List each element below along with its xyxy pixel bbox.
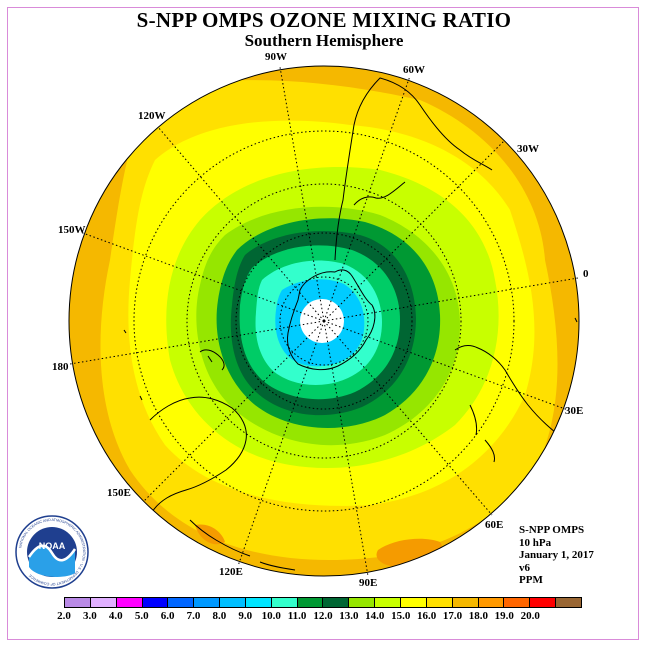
noaa-logo-text: NOAA (39, 541, 66, 551)
colorbar-tick-label: 13.0 (339, 610, 359, 622)
figure-frame (7, 7, 639, 640)
colorbar-swatch (116, 598, 143, 607)
colorbar-tick-label: 19.0 (494, 610, 514, 622)
lon-label-30e: 30E (565, 405, 583, 417)
colorbar-tick-label: 16.0 (416, 610, 437, 622)
lon-label-90e: 90E (359, 577, 377, 589)
colorbar-tick-label: 10.0 (261, 610, 281, 622)
info-pressure-level: 10 hPa (519, 536, 552, 549)
meridian-180 (69, 320, 325, 365)
colorbar-tick-label: 2.0 (57, 610, 71, 622)
colorbar-tick-label: 17.0 (442, 610, 463, 622)
lon-label-0: 0 (583, 268, 589, 280)
meridian-0 (323, 277, 579, 322)
figure-subtitle: Southern Hemisphere (244, 31, 404, 50)
colorbar-swatch (349, 598, 376, 607)
lon-label-60w: 60W (403, 64, 425, 76)
figure-title: S-NPP OMPS OZONE MIXING RATIO (136, 8, 512, 32)
noaa-logo: NOAA NATIONAL OCEANIC AND ATMOSPHERIC AD… (15, 515, 89, 589)
info-date: January 1, 2017 (519, 549, 594, 561)
orange-patch-southwest (195, 524, 225, 545)
info-instrument: S-NPP OMPS (519, 524, 585, 536)
colorbar-swatch (426, 598, 453, 607)
colorbar-tick-label: 8.0 (212, 610, 227, 622)
info-block: S-NPP OMPS 10 hPa January 1, 2017 v6 PPM (519, 524, 594, 587)
colorbar-swatch (271, 598, 298, 607)
meridian-30w (323, 139, 506, 322)
lon-label-150w: 150W (58, 224, 86, 236)
colorbar-swatch (375, 598, 401, 607)
latitude-circle-60s (186, 183, 462, 459)
coastlines (123, 77, 578, 571)
colorbar (64, 597, 582, 608)
noaa-logo-wave-icon (29, 545, 75, 577)
coastline-australia (137, 396, 247, 551)
meridian-60w (323, 75, 411, 322)
colorbar-swatch (65, 598, 91, 607)
band-lt-7 (300, 299, 344, 343)
colorbar-ticks: 2.0 3.0 4.0 5.0 6.0 7.0 8.0 9.0 10.0 11.0 12.0 13.0… (57, 610, 582, 624)
colorbar-swatch (194, 598, 221, 607)
colorbar-swatch (142, 598, 169, 607)
colorbar-tick-label: 5.0 (134, 610, 149, 622)
colorbar-swatch (323, 598, 350, 607)
colorbar-tick-label: 11.0 (287, 610, 307, 622)
latitude-circle-50s (133, 130, 515, 512)
colorbar-swatch (168, 598, 195, 607)
colorbar-tick-label: 9.0 (238, 610, 253, 622)
lon-label-180: 180 (52, 361, 69, 373)
longitude-labels: 90W 60W 30W 0 30E 60E 90E 120E 150E 180 … (52, 51, 589, 589)
colorbar-tick-label: 3.0 (83, 610, 97, 622)
lon-label-60e: 60E (485, 519, 503, 531)
colorbar-tick-label: 4.0 (108, 610, 123, 622)
colorbar-tick-label: 7.0 (186, 610, 201, 622)
colorbar-swatch (90, 598, 117, 607)
colorbar-swatch (556, 598, 581, 607)
colorbar-swatch (530, 598, 557, 607)
lon-label-120w: 120W (138, 110, 166, 122)
graticule (69, 66, 579, 577)
colorbar-tick-label: 14.0 (365, 610, 385, 622)
meridian-90w (279, 66, 325, 322)
colorbar-swatch (245, 598, 272, 607)
lon-label-30w: 30W (517, 143, 539, 155)
colorbar-swatch (478, 598, 505, 607)
colorbar-swatch (297, 598, 324, 607)
colorbar-tick-label: 15.0 (391, 610, 411, 622)
colorbar-tick-label: 18.0 (468, 610, 489, 622)
map-boundary (68, 65, 580, 577)
meridian-60e (323, 320, 493, 516)
coastline-antarctica (287, 269, 376, 371)
colorbar-swatch (452, 598, 479, 607)
lon-label-150e: 150E (107, 487, 131, 499)
meridian-150e (142, 320, 325, 503)
latitude-circle-80s (279, 276, 369, 366)
colorbar-swatch (400, 598, 427, 607)
noaa-logo-gull-icon (27, 544, 77, 562)
latitude-circle-70s (235, 232, 413, 410)
lon-label-90w: 90W (265, 51, 287, 63)
coastline-new-zealand (199, 349, 225, 371)
meridian-150w (79, 231, 325, 322)
coastline-south-america (334, 77, 493, 261)
coastline-africa (454, 345, 566, 463)
ozone-contours (69, 66, 579, 576)
meridian-120e (237, 320, 325, 567)
colorbar-swatch (504, 598, 531, 607)
coastline-indonesia (189, 519, 296, 571)
meridian-90e (323, 320, 369, 577)
coastline-south-pacific-islands (123, 317, 578, 401)
info-units: PPM (519, 574, 543, 586)
meridian-120w (157, 126, 325, 322)
meridian-30e (323, 320, 569, 411)
info-version: v6 (519, 561, 530, 574)
lon-label-120e: 120E (219, 566, 243, 578)
colorbar-tick-label: 6.0 (160, 610, 175, 622)
colorbar-tick-label: 12.0 (313, 610, 333, 622)
colorbar-swatch (220, 598, 246, 607)
colorbar-tick-label: 20.0 (520, 610, 540, 622)
